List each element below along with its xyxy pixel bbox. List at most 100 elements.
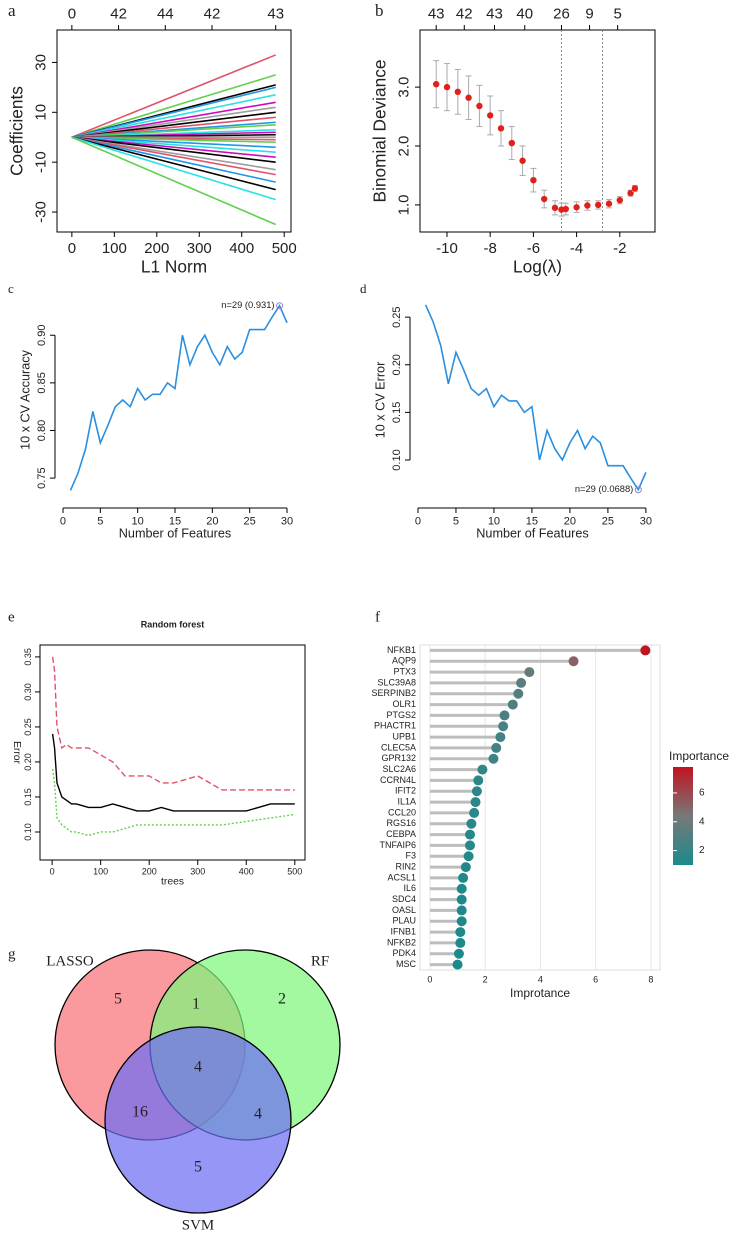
dot (456, 894, 467, 905)
dot (513, 688, 524, 699)
dot (473, 775, 484, 786)
dot (491, 742, 502, 753)
data-line (71, 86, 276, 139)
data-line (51, 768, 295, 837)
data-line (71, 54, 277, 138)
y-tick-label: IL6 (403, 883, 416, 893)
data-line (71, 136, 277, 226)
x-tick-label: -8 (484, 240, 497, 257)
y-tick-label: PLAU (392, 916, 416, 926)
data-line (71, 136, 276, 171)
dot (488, 753, 499, 764)
region-count: 2 (278, 991, 286, 1008)
data-line (51, 733, 295, 812)
point (562, 205, 569, 213)
dot (495, 732, 506, 743)
dot (477, 764, 488, 775)
x-tick-label: 30 (281, 516, 293, 528)
data-line (71, 111, 276, 139)
x-axis-label: Improtance (510, 986, 570, 1000)
y-tick-label: CCL20 (388, 807, 416, 817)
y-tick-label: 0.30 (23, 683, 33, 701)
x-tick-label: 8 (648, 974, 653, 984)
x-tick-label: 200 (142, 867, 157, 877)
point (432, 80, 440, 88)
x-tick-label: 5 (453, 516, 459, 528)
y-tick-label: MSC (396, 959, 417, 969)
x-tick-label: 4 (538, 974, 543, 984)
colorbar-tick-label: 2 (699, 845, 705, 856)
top-tick-label: 42 (110, 5, 127, 22)
x-tick-label: 100 (93, 867, 108, 877)
y-tick-label: SERPINB2 (371, 688, 416, 698)
y-tick-label: 0.20 (391, 354, 403, 375)
x-tick-label: 25 (244, 516, 256, 528)
y-tick-label: IL1A (397, 796, 416, 806)
panel-label: g (8, 946, 16, 962)
data-line (71, 136, 276, 191)
colorbar-tick-label: 6 (699, 788, 705, 799)
y-tick-label: 3.0 (395, 77, 412, 98)
y-tick-label: F3 (405, 851, 416, 861)
dot (458, 872, 469, 883)
data-line (71, 136, 276, 163)
y-tick-label: TNFAIP6 (379, 840, 416, 850)
dot (455, 927, 466, 938)
region-count: 5 (114, 991, 122, 1008)
y-tick-label: CCRN4L (380, 775, 416, 785)
top-tick-label: 0 (68, 5, 76, 22)
x-tick-label: 25 (602, 516, 614, 528)
data-line (71, 116, 276, 139)
y-tick-label: 0.35 (23, 648, 33, 666)
dot (460, 862, 471, 873)
data-line (71, 136, 276, 176)
set-label: RF (311, 953, 329, 969)
dot (568, 656, 579, 667)
y-tick-label: 30 (32, 54, 49, 71)
y-axis-label: 10 x CV Accuracy (19, 349, 33, 449)
y-tick-label: CLEC5A (381, 742, 416, 752)
x-tick-label: 400 (239, 867, 254, 877)
point (631, 185, 639, 192)
y-tick-label: 0.75 (36, 467, 48, 488)
y-tick-label: 0.85 (36, 372, 48, 393)
point (573, 204, 580, 211)
x-tick-label: 500 (272, 240, 297, 257)
point (594, 201, 602, 209)
data-line (71, 136, 276, 158)
y-tick-label: AQP9 (392, 656, 416, 666)
plot-frame (39, 644, 306, 861)
x-axis-label: Log(λ) (513, 257, 562, 277)
x-axis-label: trees (161, 876, 184, 887)
x-tick-label: -2 (613, 240, 626, 257)
data-line (71, 106, 276, 139)
y-tick-label: PHACTR1 (374, 721, 416, 731)
point (540, 195, 548, 203)
point (605, 200, 613, 207)
colorbar-title: Importance (669, 749, 729, 763)
chart-title: Random forest (141, 619, 205, 629)
plot-frame (419, 29, 656, 233)
highlight-point (634, 486, 642, 494)
data-line (71, 94, 276, 139)
colorbar (673, 767, 693, 865)
y-axis-label: 10 x CV Error (374, 362, 388, 439)
point (584, 202, 591, 209)
y-tick-label: 2.0 (395, 136, 412, 157)
dot (466, 818, 477, 829)
dot (453, 948, 464, 959)
x-tick-label: 0 (68, 240, 76, 257)
dot (470, 797, 481, 808)
y-tick-label: 0.25 (23, 718, 33, 736)
point (616, 196, 623, 204)
y-tick-label: SDC4 (392, 894, 416, 904)
data-line (71, 136, 276, 149)
top-tick-label: 42 (204, 5, 221, 22)
data-line (71, 123, 276, 139)
y-tick-label: NFKB1 (387, 645, 416, 655)
x-tick-label: 20 (206, 516, 218, 528)
y-tick-label: OASL (392, 905, 416, 915)
x-tick-label: 10 (132, 516, 144, 528)
point (497, 125, 505, 132)
